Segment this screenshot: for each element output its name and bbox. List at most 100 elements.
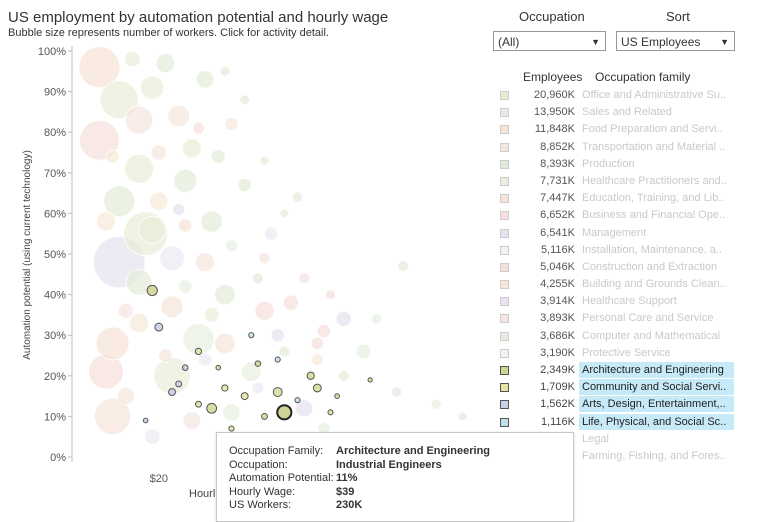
faded-bubble[interactable] (337, 369, 350, 382)
faded-bubble[interactable] (278, 345, 291, 358)
faded-bubble[interactable] (173, 168, 198, 193)
highlighted-bubble[interactable] (146, 284, 158, 297)
faded-bubble[interactable] (224, 116, 239, 132)
highlighted-bubble[interactable] (334, 393, 340, 399)
faded-bubble[interactable] (270, 328, 285, 343)
faded-bubble[interactable] (298, 272, 311, 285)
faded-bubble[interactable] (144, 428, 161, 445)
legend-row[interactable]: 4,255K Building and Grounds Clean.. (495, 276, 735, 293)
faded-bubble[interactable] (105, 149, 120, 164)
faded-bubble[interactable] (178, 279, 193, 294)
legend-row[interactable]: 8,393K Production (495, 156, 735, 173)
faded-bubble[interactable] (138, 215, 167, 244)
faded-bubble[interactable] (203, 307, 220, 323)
highlighted-bubble[interactable] (142, 417, 149, 424)
highlighted-bubble[interactable] (195, 400, 202, 408)
highlighted-bubble[interactable] (221, 384, 229, 392)
highlighted-bubble[interactable] (254, 360, 262, 367)
legend-row[interactable]: 2,349K Architecture and Engineering (495, 362, 735, 379)
faded-bubble[interactable] (371, 313, 383, 325)
legend-row[interactable]: 20,960K Office and Administrative Su.. (495, 87, 735, 104)
highlighted-bubble[interactable] (175, 380, 183, 388)
faded-bubble[interactable] (178, 218, 193, 233)
faded-bubble[interactable] (140, 75, 165, 100)
faded-bubble[interactable] (149, 191, 169, 211)
selected-bubble[interactable] (276, 404, 293, 421)
faded-bubble[interactable] (457, 411, 468, 422)
faded-bubble[interactable] (159, 245, 185, 271)
faded-bubble[interactable] (325, 289, 336, 300)
faded-bubble[interactable] (125, 269, 153, 296)
highlighted-bubble[interactable] (168, 388, 177, 397)
faded-bubble[interactable] (254, 300, 275, 321)
faded-bubble[interactable] (160, 295, 184, 319)
faded-bubble[interactable] (155, 53, 176, 74)
faded-bubble[interactable] (96, 211, 116, 232)
faded-bubble[interactable] (222, 403, 241, 422)
highlighted-bubble[interactable] (248, 332, 255, 339)
faded-bubble[interactable] (150, 144, 168, 161)
highlighted-bubble[interactable] (215, 364, 222, 371)
faded-bubble[interactable] (430, 398, 442, 410)
faded-bubble[interactable] (310, 336, 324, 350)
faded-bubble[interactable] (391, 386, 402, 398)
legend-row[interactable]: 13,950K Sales and Related (495, 104, 735, 121)
highlighted-bubble[interactable] (240, 392, 249, 401)
faded-bubble[interactable] (291, 191, 304, 203)
faded-bubble[interactable] (295, 399, 314, 418)
legend-row[interactable]: 8,852K Transportation and Material .. (495, 139, 735, 156)
faded-bubble[interactable] (172, 202, 186, 216)
faded-bubble[interactable] (124, 50, 141, 68)
legend-row[interactable]: Farming, Fishing, and Fores.. (495, 448, 735, 465)
legend-row[interactable]: 3,686K Computer and Mathematical (495, 328, 735, 345)
faded-bubble[interactable] (210, 149, 226, 164)
faded-bubble[interactable] (129, 313, 149, 333)
faded-bubble[interactable] (316, 324, 332, 339)
faded-bubble[interactable] (251, 381, 265, 395)
faded-bubble[interactable] (192, 121, 205, 135)
highlighted-bubble[interactable] (154, 322, 164, 332)
faded-bubble[interactable] (99, 80, 139, 120)
highlighted-bubble[interactable] (367, 377, 373, 383)
faded-bubble[interactable] (258, 251, 271, 265)
faded-bubble[interactable] (200, 210, 223, 233)
faded-bubble[interactable] (355, 343, 372, 360)
faded-bubble[interactable] (195, 252, 215, 273)
faded-bubble[interactable] (124, 153, 154, 184)
faded-bubble[interactable] (167, 104, 191, 128)
faded-bubble[interactable] (335, 310, 352, 328)
bubble-chart[interactable]: 0%10%20%30%40%50%60%70%80%90%100% $20$40… (0, 0, 490, 516)
faded-bubble[interactable] (95, 326, 130, 361)
faded-bubble[interactable] (116, 387, 135, 406)
faded-bubble[interactable] (181, 138, 202, 159)
faded-bubble[interactable] (225, 239, 238, 253)
faded-bubble[interactable] (259, 155, 270, 166)
faded-bubble[interactable] (78, 46, 121, 89)
highlighted-bubble[interactable] (327, 409, 334, 416)
highlighted-bubble[interactable] (194, 347, 203, 356)
faded-bubble[interactable] (197, 352, 213, 367)
faded-bubble[interactable] (214, 283, 236, 306)
legend-row[interactable]: 3,914K Healthcare Support (495, 293, 735, 310)
faded-bubble[interactable] (264, 226, 279, 241)
faded-bubble[interactable] (158, 348, 173, 363)
highlighted-bubble[interactable] (294, 397, 301, 404)
highlighted-bubble[interactable] (206, 402, 218, 414)
faded-bubble[interactable] (310, 353, 324, 366)
legend-row[interactable]: 1,562K Arts, Design, Entertainment,.. (495, 396, 735, 413)
faded-bubble[interactable] (279, 208, 289, 219)
legend-row[interactable]: 5,046K Construction and Extraction (495, 259, 735, 276)
faded-bubble[interactable] (282, 294, 300, 311)
legend-row[interactable]: 1,709K Community and Social Servi.. (495, 379, 735, 396)
faded-bubble[interactable] (195, 70, 215, 89)
faded-bubble[interactable] (88, 353, 124, 390)
legend-row[interactable]: 1,116K Life, Physical, and Social Sc.. (495, 413, 735, 431)
legend-row[interactable]: 5,116K Installation, Maintenance, a.. (495, 242, 735, 259)
faded-bubble[interactable] (239, 94, 251, 106)
highlighted-bubble[interactable] (274, 356, 281, 363)
faded-bubble[interactable] (397, 260, 410, 273)
legend-row[interactable]: 7,731K Healthcare Practitioners and.. (495, 173, 735, 190)
faded-bubble[interactable] (93, 397, 132, 436)
legend-row[interactable]: 3,190K Protective Service (495, 345, 735, 362)
occupation-dropdown[interactable]: (All) ▼ (493, 31, 606, 51)
